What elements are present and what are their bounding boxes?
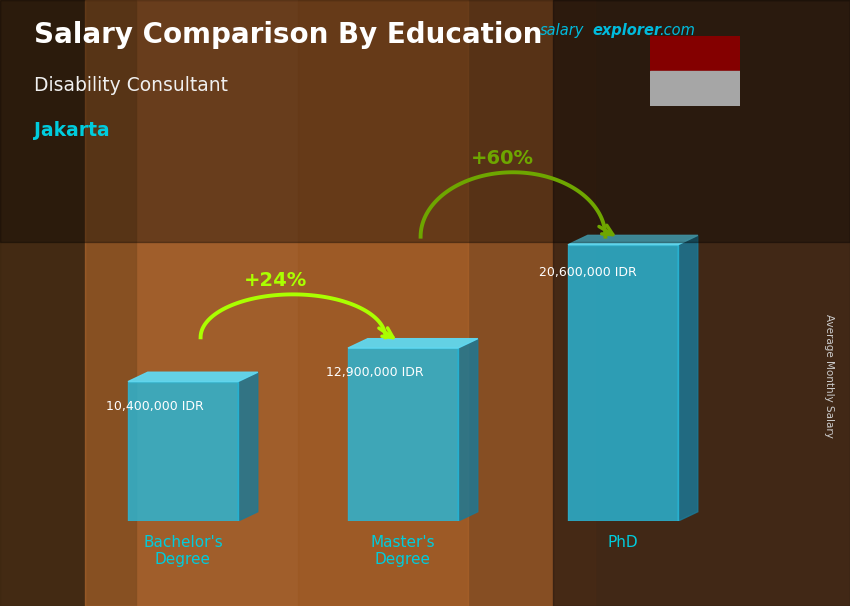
Polygon shape bbox=[238, 372, 258, 521]
Bar bbox=[128, 382, 238, 521]
Polygon shape bbox=[348, 339, 478, 348]
Text: 10,400,000 IDR: 10,400,000 IDR bbox=[106, 401, 204, 413]
Text: +60%: +60% bbox=[471, 149, 534, 168]
Bar bbox=[568, 245, 678, 521]
Bar bbox=[348, 348, 458, 521]
Text: Disability Consultant: Disability Consultant bbox=[34, 76, 228, 95]
Text: +24%: +24% bbox=[244, 271, 307, 290]
Text: .com: .com bbox=[660, 23, 695, 38]
Text: 20,600,000 IDR: 20,600,000 IDR bbox=[540, 266, 638, 279]
Text: Salary Comparison By Education: Salary Comparison By Education bbox=[34, 21, 542, 49]
Text: Average Monthly Salary: Average Monthly Salary bbox=[824, 314, 834, 438]
Text: 12,900,000 IDR: 12,900,000 IDR bbox=[326, 365, 423, 379]
Text: Jakarta: Jakarta bbox=[34, 121, 110, 140]
Text: explorer: explorer bbox=[592, 23, 661, 38]
Bar bbox=[650, 36, 740, 72]
Polygon shape bbox=[678, 235, 698, 521]
Polygon shape bbox=[568, 235, 698, 245]
Polygon shape bbox=[458, 339, 478, 521]
Bar bbox=[650, 72, 740, 106]
Polygon shape bbox=[128, 372, 258, 382]
Text: salary: salary bbox=[540, 23, 584, 38]
